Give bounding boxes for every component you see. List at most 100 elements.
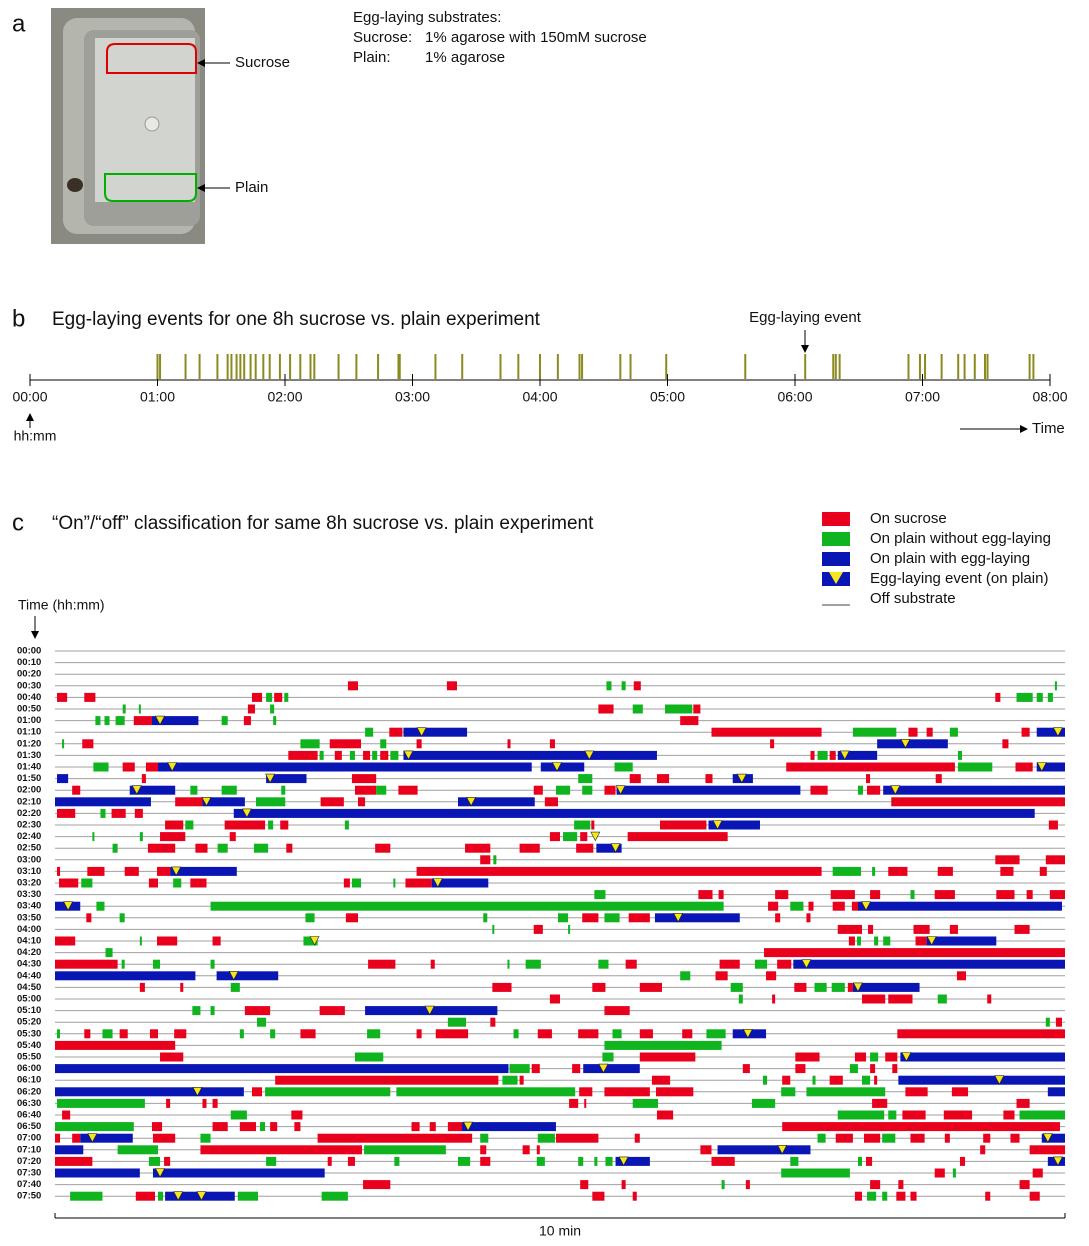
row-label: 02:20 — [17, 808, 41, 819]
segment-plain — [270, 705, 274, 714]
segment-plain — [582, 786, 592, 795]
segment-plain — [510, 1064, 530, 1073]
segment-sucrose — [855, 1053, 866, 1062]
segment-sucrose — [84, 693, 95, 702]
segment-sucrose — [248, 705, 255, 714]
segment-sucrose — [604, 1087, 649, 1096]
segment-plain — [55, 1122, 134, 1131]
segment-plain — [372, 751, 377, 760]
segment-sucrose — [55, 1157, 92, 1166]
segment-sucrose — [743, 1064, 750, 1073]
segment-plain — [888, 1111, 896, 1120]
segment-sucrose — [693, 705, 700, 714]
segment-sucrose — [252, 693, 262, 702]
segment-sucrose — [864, 1134, 880, 1143]
segment-plain — [604, 913, 619, 922]
segment-plain — [706, 1029, 725, 1038]
substrate-description: 1% agarose with 150mM sucrose — [425, 29, 647, 46]
segment-sucrose — [1000, 867, 1013, 876]
segment-sucrose — [1056, 1018, 1062, 1027]
segment-sucrose — [72, 786, 80, 795]
segment-sucrose — [180, 983, 183, 992]
segment-sucrose — [987, 995, 991, 1004]
segment-sucrose — [348, 1157, 355, 1166]
row-label: 01:30 — [17, 750, 41, 761]
segment-sucrose — [808, 902, 813, 911]
segment-sucrose — [55, 1134, 60, 1143]
segment-plain — [953, 1169, 956, 1178]
segment-plain — [257, 1018, 266, 1027]
row-label: 00:30 — [17, 680, 41, 691]
row-label: 02:30 — [17, 820, 41, 831]
segment-sucrose — [936, 774, 942, 783]
row-label: 06:20 — [17, 1086, 41, 1097]
row-label: 05:00 — [17, 994, 41, 1005]
row-label: 01:50 — [17, 773, 41, 784]
segment-plain — [790, 902, 803, 911]
segment-sucrose — [580, 832, 587, 841]
segment-egg-plain — [900, 1053, 1065, 1062]
segment-sucrose — [318, 1134, 473, 1143]
segment-plain — [390, 751, 398, 760]
segment-plain — [958, 751, 962, 760]
segment-sucrose — [405, 879, 431, 888]
segment-sucrose — [591, 821, 594, 830]
segment-sucrose — [166, 1099, 170, 1108]
segment-plain — [92, 832, 94, 841]
segment-sucrose — [480, 1145, 486, 1154]
segment-plain — [858, 786, 863, 795]
segment-plain — [731, 983, 743, 992]
segment-plain — [396, 1087, 575, 1096]
segment-plain — [857, 937, 861, 946]
segment-plain — [211, 902, 724, 911]
segment-sucrose — [165, 821, 183, 830]
segment-plain — [781, 1169, 850, 1178]
segment-plain — [813, 1076, 816, 1085]
row-label: 00:00 — [17, 646, 41, 657]
segment-sucrose — [898, 1180, 903, 1189]
segment-sucrose — [885, 1053, 897, 1062]
segment-plain — [818, 1134, 826, 1143]
segment-sucrose — [335, 751, 342, 760]
segment-plain — [493, 855, 496, 864]
row-label: 05:10 — [17, 1005, 41, 1016]
segment-plain — [938, 995, 947, 1004]
segment-sucrose — [628, 832, 728, 841]
segment-sucrose — [538, 1029, 552, 1038]
segment-sucrose — [700, 1145, 711, 1154]
segment-plain — [231, 983, 240, 992]
segment-sucrose — [838, 925, 862, 934]
segment-sucrose — [810, 751, 814, 760]
segment-sucrose — [157, 867, 170, 876]
segment-plain — [514, 1029, 519, 1038]
segment-plain — [62, 739, 64, 748]
segment-sucrose — [84, 1029, 90, 1038]
legend-label: Egg-laying event (on plain) — [870, 570, 1048, 587]
legend-label: On plain without egg-laying — [870, 530, 1051, 547]
segment-sucrose — [868, 925, 873, 934]
segment-sucrose — [576, 844, 593, 853]
segment-sucrose — [622, 1180, 626, 1189]
segment-sucrose — [652, 1076, 670, 1085]
segment-plain — [96, 902, 104, 911]
segment-plain — [605, 1157, 612, 1166]
substrates-title: Egg-laying substrates: — [353, 9, 501, 26]
segment-sucrose — [626, 960, 637, 969]
segment-sucrose — [175, 797, 202, 806]
segment-plain — [602, 1053, 613, 1062]
segment-plain — [818, 751, 828, 760]
segment-sucrose — [1002, 739, 1008, 748]
segment-egg-plain — [927, 937, 997, 946]
legend-swatch — [822, 552, 850, 566]
segment-sucrose — [579, 1087, 592, 1096]
segment-sucrose — [995, 693, 1000, 702]
segment-plain — [883, 937, 890, 946]
segment-sucrose — [830, 751, 836, 760]
segment-sucrose — [195, 844, 207, 853]
segment-sucrose — [57, 809, 75, 818]
segment-sucrose — [768, 902, 778, 911]
segment-sucrose — [980, 1145, 985, 1154]
row-label: 07:40 — [17, 1179, 41, 1190]
segment-sucrose — [891, 797, 1065, 806]
segment-plain — [874, 937, 878, 946]
